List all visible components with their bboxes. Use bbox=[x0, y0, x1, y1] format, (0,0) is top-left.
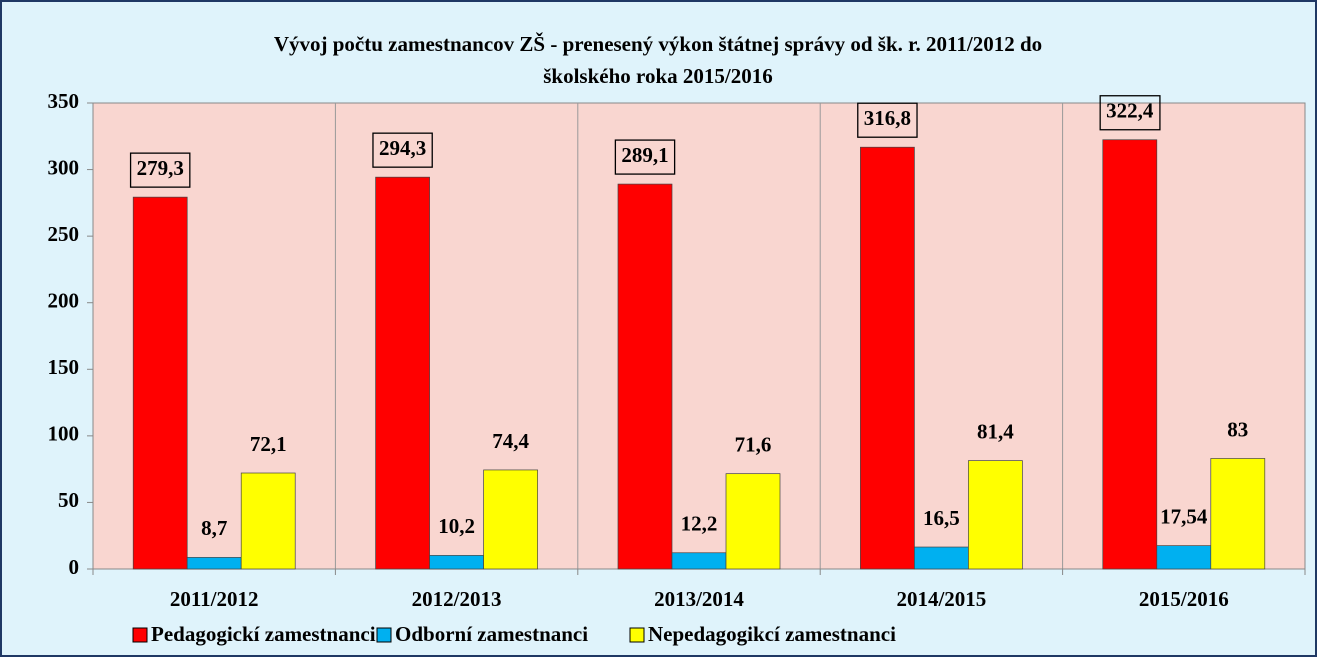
chart-title: školského roka 2015/2016 bbox=[543, 64, 773, 88]
value-label: 72,1 bbox=[250, 432, 287, 456]
x-tick-label: 2015/2016 bbox=[1139, 587, 1229, 611]
y-tick-label: 300 bbox=[48, 155, 80, 179]
y-tick-label: 350 bbox=[48, 89, 80, 113]
y-tick-label: 50 bbox=[58, 488, 79, 512]
y-tick-label: 0 bbox=[69, 555, 80, 579]
x-tick-label: 2013/2014 bbox=[654, 587, 744, 611]
value-label-box bbox=[1099, 95, 1161, 131]
legend-swatch bbox=[376, 627, 392, 643]
bar bbox=[483, 469, 538, 570]
value-label: 316,8 bbox=[864, 106, 911, 130]
chart-title: Vývoj počtu zamestnancov ZŠ - prenesený … bbox=[274, 32, 1042, 56]
value-label: 8,7 bbox=[201, 516, 227, 540]
bar bbox=[429, 555, 484, 570]
bar bbox=[671, 552, 727, 570]
legend-swatch bbox=[629, 627, 645, 643]
value-label: 16,5 bbox=[923, 506, 960, 530]
value-label: 81,4 bbox=[977, 419, 1014, 443]
x-tick-label: 2012/2013 bbox=[412, 587, 502, 611]
legend-label: Nepedagogikcí zamestnanci bbox=[648, 622, 896, 646]
y-tick-label: 100 bbox=[48, 422, 80, 446]
y-tick-label: 250 bbox=[48, 222, 80, 246]
value-label-box bbox=[614, 139, 676, 175]
bar bbox=[1102, 139, 1158, 570]
bar bbox=[1156, 545, 1212, 570]
y-tick-label: 200 bbox=[48, 289, 80, 313]
value-label: 10,2 bbox=[438, 514, 475, 538]
value-label-box bbox=[857, 102, 918, 138]
value-label: 322,4 bbox=[1106, 99, 1154, 123]
value-label-box bbox=[129, 152, 191, 188]
value-label: 17,54 bbox=[1160, 504, 1208, 528]
bar bbox=[725, 473, 781, 570]
legend-label: Pedagogickí zamestnanci bbox=[151, 622, 376, 646]
value-label: 279,3 bbox=[137, 156, 184, 180]
value-label-box bbox=[372, 132, 433, 168]
legend-label: Odborní zamestnanci bbox=[395, 622, 588, 646]
bar bbox=[240, 472, 296, 570]
value-label: 83 bbox=[1227, 417, 1248, 441]
value-label: 74,4 bbox=[492, 429, 529, 453]
x-tick-label: 2014/2015 bbox=[896, 587, 986, 611]
bar bbox=[968, 460, 1023, 570]
y-tick-label: 150 bbox=[48, 355, 80, 379]
bar bbox=[1210, 458, 1266, 570]
bar bbox=[914, 546, 969, 570]
value-label: 289,1 bbox=[621, 143, 668, 167]
bar bbox=[186, 557, 242, 570]
value-label: 294,3 bbox=[379, 136, 426, 160]
legend-swatch bbox=[132, 627, 148, 643]
bar bbox=[375, 176, 430, 570]
bar bbox=[132, 196, 188, 570]
x-tick-label: 2011/2012 bbox=[170, 587, 259, 611]
bar bbox=[617, 183, 673, 570]
value-label: 71,6 bbox=[735, 432, 772, 456]
bar bbox=[860, 146, 915, 570]
value-label: 12,2 bbox=[681, 512, 718, 536]
